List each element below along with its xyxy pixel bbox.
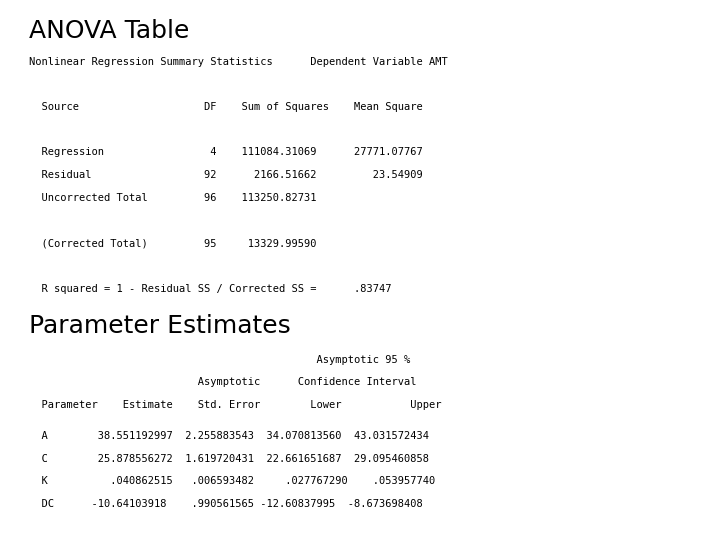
Text: Asymptotic 95 %: Asymptotic 95 % [29, 355, 410, 365]
Text: A        38.551192997  2.255883543  34.070813560  43.031572434: A 38.551192997 2.255883543 34.070813560 … [29, 431, 429, 441]
Text: Residual                  92      2166.51662         23.54909: Residual 92 2166.51662 23.54909 [29, 170, 423, 180]
Text: Regression                 4    111084.31069      27771.07767: Regression 4 111084.31069 27771.07767 [29, 147, 423, 158]
Text: C        25.878556272  1.619720431  22.661651687  29.095460858: C 25.878556272 1.619720431 22.661651687 … [29, 454, 429, 464]
Text: K          .040862515   .006593482     .027767290    .053957740: K .040862515 .006593482 .027767290 .0539… [29, 476, 435, 487]
Text: R squared = 1 - Residual SS / Corrected SS =      .83747: R squared = 1 - Residual SS / Corrected … [29, 284, 391, 294]
Text: Parameter Estimates: Parameter Estimates [29, 314, 291, 338]
Text: DC      -10.64103918    .990561565 -12.60837995  -8.673698408: DC -10.64103918 .990561565 -12.60837995 … [29, 499, 423, 509]
Text: Asymptotic      Confidence Interval: Asymptotic Confidence Interval [29, 377, 416, 388]
Text: Nonlinear Regression Summary Statistics      Dependent Variable AMT: Nonlinear Regression Summary Statistics … [29, 57, 448, 67]
Text: Parameter    Estimate    Std. Error        Lower           Upper: Parameter Estimate Std. Error Lower Uppe… [29, 400, 441, 410]
Text: ANOVA Table: ANOVA Table [29, 19, 189, 43]
Text: (Corrected Total)         95     13329.99590: (Corrected Total) 95 13329.99590 [29, 238, 316, 248]
Text: Uncorrected Total         96    113250.82731: Uncorrected Total 96 113250.82731 [29, 193, 316, 203]
Text: Source                    DF    Sum of Squares    Mean Square: Source DF Sum of Squares Mean Square [29, 102, 423, 112]
